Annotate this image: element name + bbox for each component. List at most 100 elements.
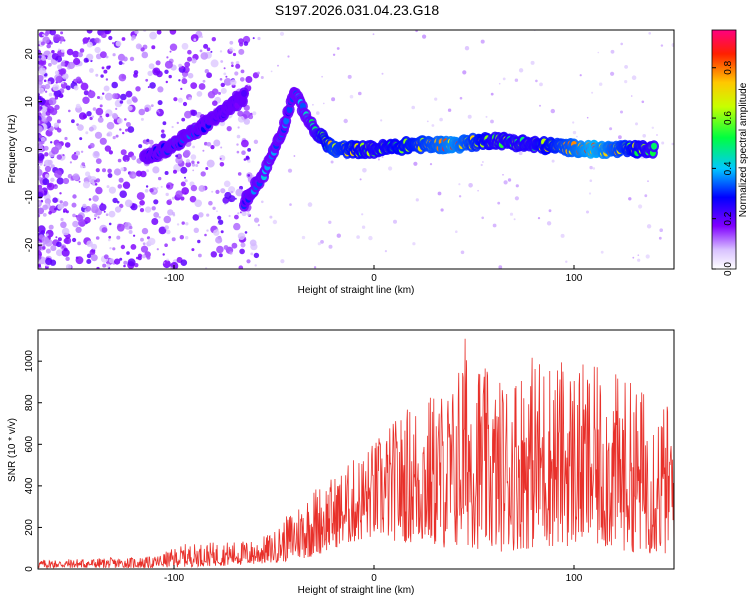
spectrogram-noise-cell	[126, 251, 130, 255]
spectrogram-noise-cell	[65, 256, 70, 261]
spectrogram-noise-cell	[125, 160, 128, 163]
spectrogram-noise-cell	[439, 117, 443, 122]
spectrogram-noise-cell	[223, 67, 226, 70]
spectrogram-noise-cell	[336, 233, 341, 238]
spectrogram-noise-cell	[393, 219, 397, 224]
spectrogram-noise-cell	[216, 210, 218, 213]
spectrogram-noise-cell	[107, 173, 113, 178]
spectrogram-noise-cell	[279, 31, 285, 36]
spectrogram-noise-cell	[88, 198, 92, 201]
spectrogram-noise-cell	[647, 180, 649, 183]
spectrogram-noise-cell	[61, 245, 65, 249]
spectrogram-noise-cell	[42, 178, 50, 186]
spectrogram-noise-cell	[243, 41, 249, 46]
spectrogram-noise-cell	[185, 161, 192, 168]
spectrogram-noise-cell	[146, 138, 150, 142]
spectrogram-noise-cell	[77, 52, 83, 58]
spectrogram-noise-cell	[236, 150, 240, 154]
spectrogram-noise-cell	[236, 134, 241, 139]
spectrogram-noise-cell	[123, 264, 126, 268]
spectrogram-noise-cell	[539, 104, 541, 107]
spectrogram-noise-cell	[228, 214, 231, 218]
spectrogram-noise-cell	[198, 83, 206, 90]
spectrogram-noise-cell	[82, 37, 89, 44]
spectrogram-noise-cell	[459, 96, 463, 100]
spectrogram-noise-cell	[307, 202, 313, 207]
snr-x-ticks: -100 0 100	[164, 565, 583, 584]
spectrogram-noise-cell	[50, 141, 53, 144]
spectrogram-ridge-cell	[241, 89, 247, 97]
spectrogram-noise-cell	[246, 259, 251, 264]
spectrogram-noise-cell	[93, 151, 100, 157]
spectrogram-noise-cell	[211, 37, 216, 42]
spectrogram-noise-cell	[260, 76, 264, 79]
spectrogram-noise-cell	[38, 255, 42, 260]
spectrogram-noise-cell	[415, 198, 419, 202]
spectrogram-noise-cell	[102, 168, 106, 173]
spectrogram-noise-cell	[108, 238, 111, 242]
spectrogram-noise-cell	[154, 189, 157, 193]
spectrogram-noise-cell	[68, 109, 71, 113]
spectrogram-noise-cell	[204, 69, 209, 74]
snr-y-tick-label: 400	[24, 477, 35, 494]
spectrogram-noise-cell	[188, 96, 192, 101]
spectrogram-noise-cell	[47, 56, 52, 61]
spectrogram-noise-cell	[183, 149, 191, 157]
spectrogram-noise-cell	[238, 48, 245, 55]
spectrogram-noise-cell	[223, 78, 232, 86]
spectrogram-noise-cell	[610, 49, 615, 54]
spectrogram-noise-cell	[62, 154, 65, 157]
spectrogram-noise-cell	[57, 203, 64, 210]
colorbar-tick-label: 0.4	[723, 161, 734, 175]
spectrogram-noise-cell	[44, 90, 48, 93]
spectrogram-noise-cell	[184, 110, 192, 119]
spectrogram-noise-cell	[117, 158, 122, 163]
spectrogram-noise-cell	[592, 167, 596, 170]
spectrogram-noise-cell	[440, 208, 444, 212]
spectrogram-noise-cell	[185, 236, 189, 240]
spectrogram-noise-cell	[498, 265, 503, 269]
spectrogram-noise-cell	[149, 188, 154, 193]
spectrogram-noise-cell	[75, 76, 82, 82]
spectrogram-noise-cell	[75, 226, 82, 233]
spectrogram-noise-cell	[181, 117, 186, 122]
spectrogram-noise-cell	[99, 137, 107, 145]
spectrogram-noise-cell	[180, 166, 188, 174]
spectrogram-noise-cell	[422, 34, 427, 39]
spectrogram-noise-cell	[343, 118, 348, 124]
spectrogram-noise-cell	[586, 116, 589, 119]
spectrogram-noise-cell	[41, 55, 46, 61]
spectrogram-noise-cell	[78, 180, 81, 183]
spectrogram-noise-cell	[43, 79, 47, 83]
spectrogram-noise-cell	[103, 69, 108, 74]
spectrogram-noise-cell	[97, 96, 100, 99]
spectrogram-noise-cell	[72, 220, 79, 228]
spectrogram-noise-cell	[50, 245, 57, 252]
spectrogram-noise-cell	[94, 183, 98, 186]
spectrogram-noise-cell	[301, 235, 306, 240]
spectrogram-noise-cell	[632, 256, 635, 259]
spectrogram-noise-cell	[72, 80, 74, 83]
spectrogram-noise-cell	[64, 142, 71, 148]
spectrogram-noise-cell	[198, 253, 202, 258]
spectrogram-noise-cell	[75, 103, 81, 109]
spectrogram-noise-cell	[661, 141, 665, 145]
spectrogram-noise-cell	[171, 237, 176, 242]
snr-x-tick-label: -100	[164, 573, 184, 584]
spectrogram-noise-cell	[96, 266, 100, 269]
spectrogram-noise-cell	[169, 198, 172, 201]
spectrogram-noise-cell	[194, 199, 202, 208]
spectrogram-noise-cell	[52, 84, 60, 92]
spectrogram-noise-cell	[362, 168, 367, 173]
spectrogram-noise-cell	[287, 168, 293, 173]
spectrogram-noise-cell	[412, 242, 416, 246]
spectrogram-noise-cell	[64, 136, 68, 141]
spectrogram-noise-cell	[358, 91, 362, 96]
spectrogram-noise-cell	[223, 72, 227, 76]
spectrogram-noise-cell	[576, 135, 578, 138]
spectrogram-noise-cell	[377, 158, 380, 161]
spectrogram-noise-cell	[144, 107, 150, 113]
spectrogram-noise-cell	[550, 108, 555, 114]
spectrogram-noise-cell	[50, 230, 53, 233]
